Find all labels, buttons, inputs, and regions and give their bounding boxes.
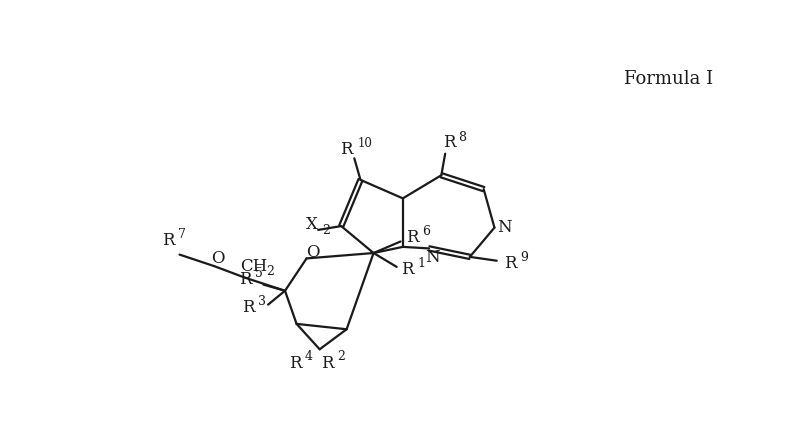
Text: 5: 5	[255, 267, 263, 280]
Text: 3: 3	[258, 295, 266, 308]
Text: R: R	[443, 134, 455, 152]
Text: 6: 6	[422, 225, 430, 238]
Text: CH: CH	[241, 258, 268, 275]
Text: 8: 8	[458, 131, 466, 144]
Text: R: R	[406, 229, 418, 246]
Text: R: R	[401, 261, 413, 278]
Text: R: R	[504, 255, 516, 272]
Text: 4: 4	[305, 350, 313, 363]
Text: O: O	[306, 244, 319, 261]
Text: 7: 7	[178, 228, 185, 241]
Text: X: X	[306, 216, 318, 233]
Text: R: R	[162, 232, 174, 249]
Text: 1: 1	[417, 257, 425, 270]
Text: R: R	[288, 354, 301, 372]
Text: 2: 2	[337, 350, 345, 363]
Text: 2: 2	[266, 265, 274, 278]
Text: R: R	[239, 272, 252, 288]
Text: R: R	[242, 299, 255, 316]
Text: Formula I: Formula I	[624, 70, 713, 88]
Text: 9: 9	[520, 251, 527, 264]
Text: R: R	[321, 354, 333, 372]
Text: N: N	[498, 219, 512, 236]
Text: 10: 10	[358, 137, 373, 150]
Text: N: N	[425, 249, 440, 266]
Text: R: R	[340, 141, 353, 157]
Text: O: O	[211, 250, 225, 267]
Text: 2: 2	[322, 224, 330, 237]
